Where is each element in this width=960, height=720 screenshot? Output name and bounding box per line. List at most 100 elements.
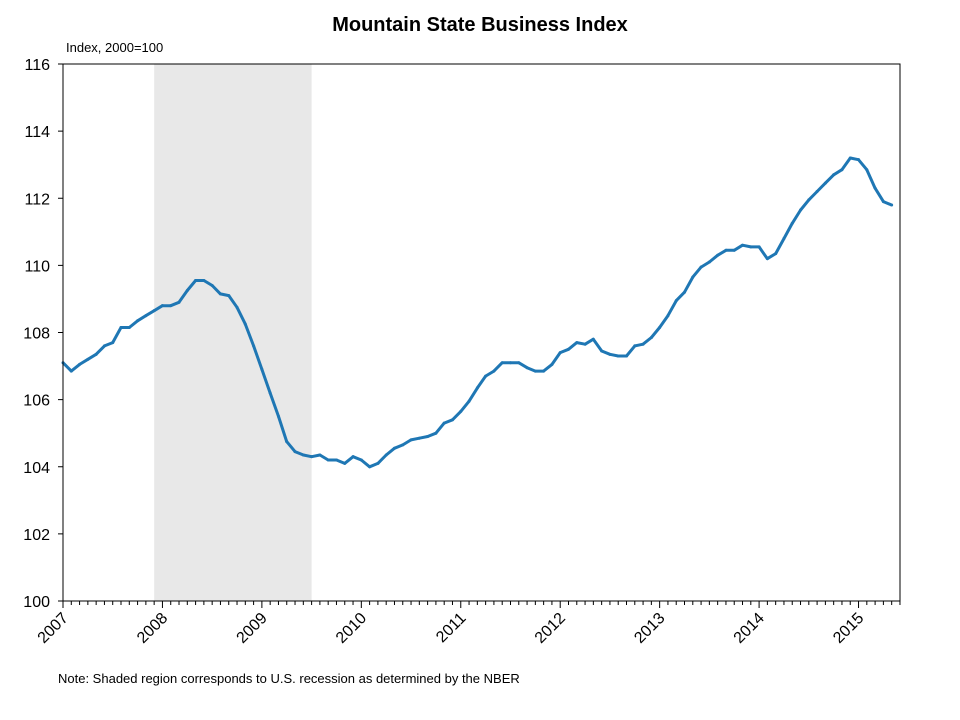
data-point: [815, 190, 819, 194]
x-tick-label: 2015: [830, 610, 867, 647]
data-point: [111, 341, 115, 345]
data-point: [517, 361, 521, 365]
data-point: [823, 181, 827, 185]
data-point: [227, 294, 231, 298]
data-point: [484, 374, 488, 378]
data-point: [566, 347, 570, 351]
data-point: [716, 253, 720, 257]
data-point: [500, 361, 504, 365]
data-point: [732, 248, 736, 252]
data-point: [426, 435, 430, 439]
data-point: [318, 453, 322, 457]
y-tick-label: 108: [23, 326, 50, 343]
data-point: [508, 361, 512, 365]
data-point: [625, 354, 629, 358]
data-point: [550, 362, 554, 366]
data-point: [658, 325, 662, 329]
data-point: [666, 314, 670, 318]
y-axis-label: Index, 2000=100: [66, 40, 164, 55]
data-point: [749, 245, 753, 249]
y-tick-label: 102: [23, 527, 50, 544]
data-point: [649, 336, 653, 340]
y-tick-label: 110: [24, 258, 50, 275]
data-point: [616, 354, 620, 358]
data-point: [185, 289, 189, 293]
data-point: [707, 260, 711, 264]
data-point: [86, 357, 90, 361]
y-tick-label: 114: [24, 124, 50, 141]
data-point: [790, 221, 794, 225]
data-point: [343, 461, 347, 465]
data-point: [765, 257, 769, 261]
data-point: [268, 391, 272, 395]
data-point: [683, 290, 687, 294]
data-point: [359, 458, 363, 462]
data-point: [78, 362, 82, 366]
x-tick-label: 2007: [35, 610, 72, 647]
data-point: [848, 156, 852, 160]
x-tick-label: 2009: [234, 610, 271, 647]
x-tick-label: 2011: [433, 610, 469, 646]
data-point: [840, 168, 844, 172]
data-point: [136, 319, 140, 323]
data-point: [160, 304, 164, 308]
recession-shading: [154, 64, 312, 601]
data-point: [583, 342, 587, 346]
data-point: [890, 203, 894, 207]
data-point: [368, 465, 372, 469]
data-point: [384, 453, 388, 457]
data-point: [699, 265, 703, 269]
data-point: [533, 369, 537, 373]
data-point: [401, 443, 405, 447]
data-point: [119, 325, 123, 329]
data-point: [310, 455, 314, 459]
data-point: [608, 352, 612, 356]
data-point: [169, 304, 173, 308]
data-point: [774, 252, 778, 256]
x-tick-label: 2013: [631, 610, 668, 647]
data-point: [757, 245, 761, 249]
data-points: [61, 156, 894, 469]
data-point: [334, 458, 338, 462]
data-point: [326, 458, 330, 462]
data-point: [691, 275, 695, 279]
data-point: [210, 284, 214, 288]
data-point: [202, 278, 206, 282]
y-tick-label: 104: [23, 460, 50, 477]
data-point: [243, 322, 247, 326]
data-point: [102, 344, 106, 348]
data-point: [94, 352, 98, 356]
data-point: [492, 369, 496, 373]
chart-title: Mountain State Business Index: [332, 14, 628, 36]
data-point: [807, 198, 811, 202]
x-axis-ticks: 2007 2008 2009 2010 2011 2012 2013 2014 2015: [35, 601, 901, 647]
data-point: [376, 461, 380, 465]
data-point: [409, 438, 413, 442]
data-point: [301, 453, 305, 457]
x-tick-label: 2012: [532, 610, 569, 647]
y-tick-label: 112: [24, 191, 50, 208]
data-point: [285, 440, 289, 444]
data-point: [558, 351, 562, 355]
data-point: [857, 158, 861, 162]
data-point: [69, 369, 73, 373]
data-point: [434, 431, 438, 435]
y-axis-ticks: 100 102 104 106 108 110 112 114 116: [23, 57, 63, 611]
data-point: [575, 341, 579, 345]
data-point: [451, 418, 455, 422]
data-point: [591, 337, 595, 341]
x-tick-label: 2014: [731, 610, 768, 647]
data-point: [799, 208, 803, 212]
data-point: [724, 248, 728, 252]
data-point: [442, 421, 446, 425]
data-point: [235, 305, 239, 309]
data-point: [467, 399, 471, 403]
data-point: [525, 366, 529, 370]
data-point: [252, 344, 256, 348]
data-point: [459, 409, 463, 413]
chart-note: Note: Shaded region corresponds to U.S. …: [58, 671, 520, 686]
data-point: [127, 325, 131, 329]
plot-area-frame: [62, 63, 901, 602]
data-point: [144, 314, 148, 318]
